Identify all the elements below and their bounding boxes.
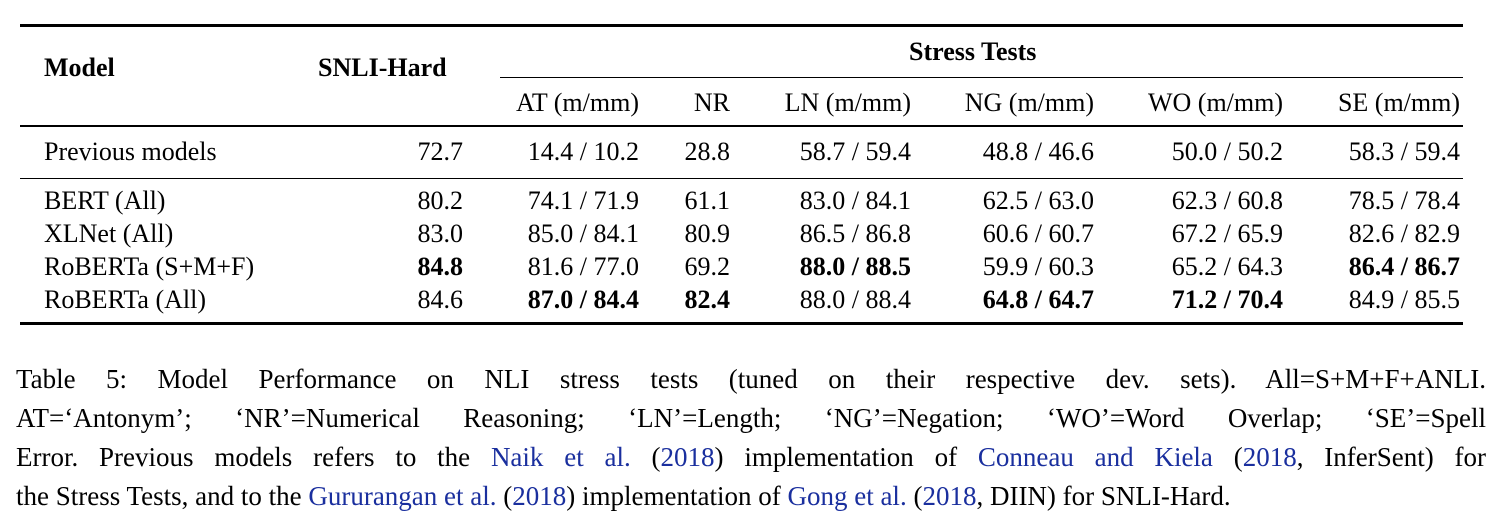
caption-text: ) implementation of [714, 442, 978, 472]
table-caption: Table 5: Model Performance on NLI stress… [16, 360, 1486, 516]
model-name-cell: BERT (All) [44, 186, 166, 215]
header-stress-tests: Stress Tests [909, 37, 1037, 66]
caption-text: ( [630, 442, 661, 472]
score-cell: 67.2 / 65.9 [1171, 219, 1283, 248]
caption-text: ( [906, 481, 923, 511]
citation-naik[interactable]: Naik et al. [490, 442, 631, 472]
caption-line-1: Table 5: Model Performance on NLI stress… [16, 364, 1486, 394]
score-cell: 84.9 / 85.5 [1348, 285, 1460, 314]
model-name-cell: XLNet (All) [44, 219, 174, 248]
caption-text: ) implementation of [566, 481, 788, 511]
score-cell: 50.0 / 50.2 [1171, 137, 1283, 166]
subheader-cell: LN (m/mm) [784, 88, 911, 117]
header-snli-hard: SNLI-Hard [318, 53, 447, 82]
score-cell: 82.4 [684, 285, 731, 314]
score-cell: 61.1 [684, 186, 731, 215]
score-cell: 64.8 / 64.7 [982, 285, 1094, 314]
score-cell: 62.3 / 60.8 [1171, 186, 1283, 215]
bottom-rule [20, 322, 1463, 325]
mid-rule [20, 178, 1463, 179]
score-cell: 85.0 / 84.1 [527, 219, 639, 248]
snli-hard-cell: 84.6 [417, 285, 464, 314]
snli-hard-cell: 83.0 [417, 219, 464, 248]
score-cell: 78.5 / 78.4 [1348, 186, 1460, 215]
model-name-cell: Previous models [44, 137, 217, 166]
top-rule [20, 24, 1463, 27]
score-cell: 28.8 [684, 137, 731, 166]
score-cell: 58.3 / 59.4 [1348, 137, 1460, 166]
caption-text: the Stress Tests, and to the [16, 481, 309, 511]
score-cell: 65.2 / 64.3 [1171, 252, 1283, 281]
citation-gong-year[interactable]: 2018 [922, 481, 977, 511]
score-cell: 80.9 [684, 219, 731, 248]
subheader-cell: AT (m/mm) [515, 88, 639, 117]
citation-gururangan[interactable]: Gururangan et al. [308, 481, 497, 511]
citation-naik-year[interactable]: 2018 [660, 442, 715, 472]
citation-gururangan-year[interactable]: 2018 [512, 481, 567, 511]
caption-line-3: Error. Previous models refers to the Nai… [16, 438, 1486, 477]
score-cell: 82.6 / 82.9 [1348, 219, 1460, 248]
snli-hard-cell: 80.2 [417, 186, 464, 215]
score-cell: 14.4 / 10.2 [527, 137, 639, 166]
caption-text: , InferSent) for [1296, 442, 1486, 472]
score-cell: 59.9 / 60.3 [982, 252, 1094, 281]
model-name-cell: RoBERTa (All) [44, 285, 206, 314]
snli-hard-cell: 84.8 [417, 252, 464, 281]
citation-conneau-year[interactable]: 2018 [1242, 442, 1297, 472]
header-model: Model [44, 53, 115, 82]
score-cell: 58.7 / 59.4 [799, 137, 911, 166]
score-cell: 86.5 / 86.8 [799, 219, 911, 248]
score-cell: 69.2 [684, 252, 731, 281]
snli-hard-cell: 72.7 [417, 137, 464, 166]
score-cell: 74.1 / 71.9 [527, 186, 639, 215]
subheader-cell: SE (m/mm) [1337, 88, 1460, 117]
caption-line-4: the Stress Tests, and to the Gururangan … [16, 477, 1486, 516]
model-name-cell: RoBERTa (S+M+F) [44, 252, 255, 281]
score-cell: 81.6 / 77.0 [527, 252, 639, 281]
score-cell: 62.5 / 63.0 [982, 186, 1094, 215]
subheader-cell: WO (m/mm) [1147, 88, 1283, 117]
caption-text: ( [1212, 442, 1243, 472]
citation-conneau[interactable]: Conneau and Kiela [977, 442, 1213, 472]
citation-gong[interactable]: Gong et al. [787, 481, 907, 511]
score-cell: 87.0 / 84.4 [527, 285, 639, 314]
subheader-cell: NG (m/mm) [964, 88, 1094, 117]
subheader-cell: NR [693, 88, 730, 117]
score-cell: 83.0 / 84.1 [799, 186, 911, 215]
score-cell: 48.8 / 46.6 [982, 137, 1094, 166]
group-rule [500, 77, 1463, 78]
score-cell: 88.0 / 88.5 [799, 252, 911, 281]
caption-text: ( [496, 481, 513, 511]
header-rule [20, 125, 1463, 127]
caption-text: Error. Previous models refers to the [16, 442, 491, 472]
score-cell: 86.4 / 86.7 [1348, 252, 1460, 281]
score-cell: 71.2 / 70.4 [1171, 285, 1283, 314]
caption-line-2: AT=‘Antonym’; ‘NR’=Numerical Reasoning; … [16, 403, 1486, 433]
score-cell: 60.6 / 60.7 [982, 219, 1094, 248]
score-cell: 88.0 / 88.4 [799, 285, 911, 314]
caption-text: , DIIN) for SNLI-Hard. [976, 481, 1231, 511]
